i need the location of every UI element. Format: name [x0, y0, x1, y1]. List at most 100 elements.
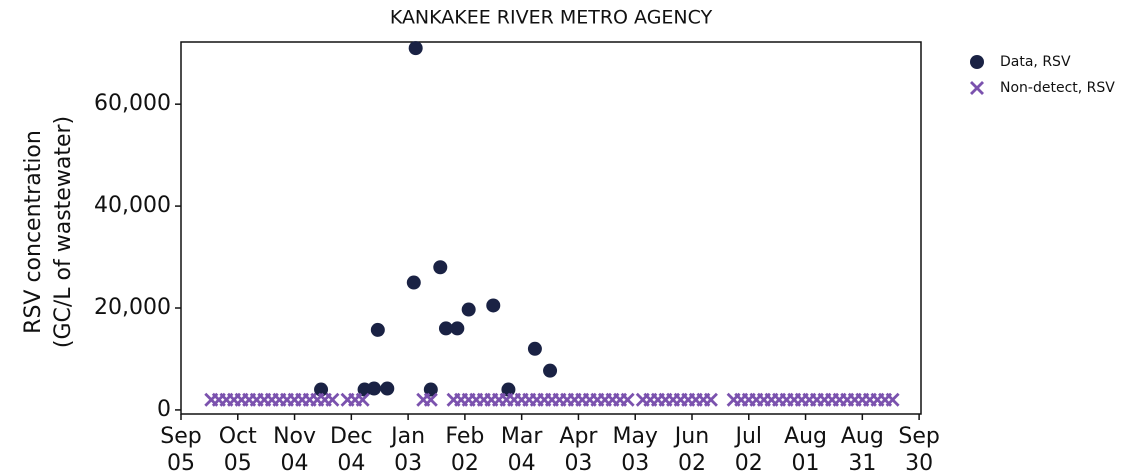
point: [582, 392, 597, 407]
point: [501, 382, 516, 397]
x-tick-label: May: [612, 424, 657, 449]
point: [219, 392, 234, 407]
point: [423, 392, 438, 407]
x-tick-label: 02: [735, 451, 763, 471]
point: [832, 392, 847, 407]
point: [726, 392, 741, 407]
point: [408, 41, 423, 56]
point: [257, 392, 272, 407]
point: [314, 382, 329, 397]
point: [764, 392, 779, 407]
point: [469, 392, 484, 407]
point: [794, 392, 809, 407]
x-tick-label: Sep: [160, 424, 201, 449]
point: [279, 392, 294, 407]
x-tick-label: 03: [564, 451, 592, 471]
point: [658, 392, 673, 407]
point: [380, 381, 395, 396]
point: [734, 392, 749, 407]
point: [666, 392, 681, 407]
point: [749, 392, 764, 407]
x-tick-label: Jan: [389, 424, 425, 449]
point: [446, 392, 461, 407]
point: [673, 392, 688, 407]
chart-title: KANKAKEE RIVER METRO AGENCY: [390, 7, 713, 29]
point: [878, 392, 893, 407]
point: [802, 392, 817, 407]
point: [355, 392, 370, 407]
point: [204, 392, 219, 407]
point: [605, 392, 620, 407]
x-tick-label: 31: [848, 451, 876, 471]
point: [461, 302, 476, 317]
point: [756, 392, 771, 407]
x-tick-label: 05: [167, 451, 195, 471]
point: [703, 392, 718, 407]
x-tick-label: Mar: [501, 424, 543, 449]
point: [438, 321, 453, 336]
point: [741, 392, 756, 407]
point: [787, 392, 802, 407]
x-tick-label: Oct: [219, 424, 257, 449]
point: [825, 392, 840, 407]
y-label-line: (GC/L of wastewater): [51, 116, 76, 348]
point: [484, 392, 499, 407]
legend-marker: [970, 55, 984, 69]
point: [340, 392, 355, 407]
point: [635, 392, 650, 407]
point: [817, 392, 832, 407]
x-tick-label: 04: [281, 451, 309, 471]
point: [575, 392, 590, 407]
x-tick-label: 04: [508, 451, 536, 471]
x-tick-label: 04: [337, 451, 365, 471]
y-tick-label: 40,000: [94, 193, 171, 218]
point: [855, 392, 870, 407]
point: [544, 392, 559, 407]
point: [809, 392, 824, 407]
legend-marker: [970, 81, 984, 95]
point: [543, 363, 558, 378]
point: [885, 392, 900, 407]
point: [527, 341, 542, 356]
point: [870, 392, 885, 407]
point: [370, 322, 385, 337]
point: [590, 392, 605, 407]
point: [226, 392, 241, 407]
point: [681, 392, 696, 407]
point: [348, 392, 363, 407]
x-tick-label: 03: [621, 451, 649, 471]
x-tick-label: 05: [224, 451, 252, 471]
point: [552, 392, 567, 407]
point: [211, 392, 226, 407]
legend-label: Data, RSV: [1000, 54, 1071, 70]
y-tick-label: 60,000: [94, 91, 171, 116]
plot-frame: [180, 41, 922, 415]
x-tick-label: Sep: [898, 424, 939, 449]
point: [234, 392, 249, 407]
x-tick-label: Apr: [559, 424, 598, 449]
point: [491, 392, 506, 407]
x-tick-label: Aug: [784, 424, 827, 449]
point: [613, 392, 628, 407]
point: [433, 260, 448, 275]
point: [847, 392, 862, 407]
x-tick-label: Jul: [734, 424, 763, 449]
point: [295, 392, 310, 407]
point: [643, 392, 658, 407]
x-tick-label: Dec: [330, 424, 373, 449]
y-label-line: RSV concentration: [21, 130, 46, 334]
point: [367, 381, 382, 396]
x-tick-label: Nov: [273, 424, 316, 449]
point: [779, 392, 794, 407]
point: [486, 298, 501, 313]
point: [406, 275, 421, 290]
point: [840, 392, 855, 407]
point: [537, 392, 552, 407]
point: [688, 392, 703, 407]
x-tick-label: 01: [792, 451, 820, 471]
legend-label: Non-detect, RSV: [1000, 80, 1115, 96]
y-tick-label: 20,000: [94, 295, 171, 320]
point: [507, 392, 522, 407]
point: [416, 392, 431, 407]
